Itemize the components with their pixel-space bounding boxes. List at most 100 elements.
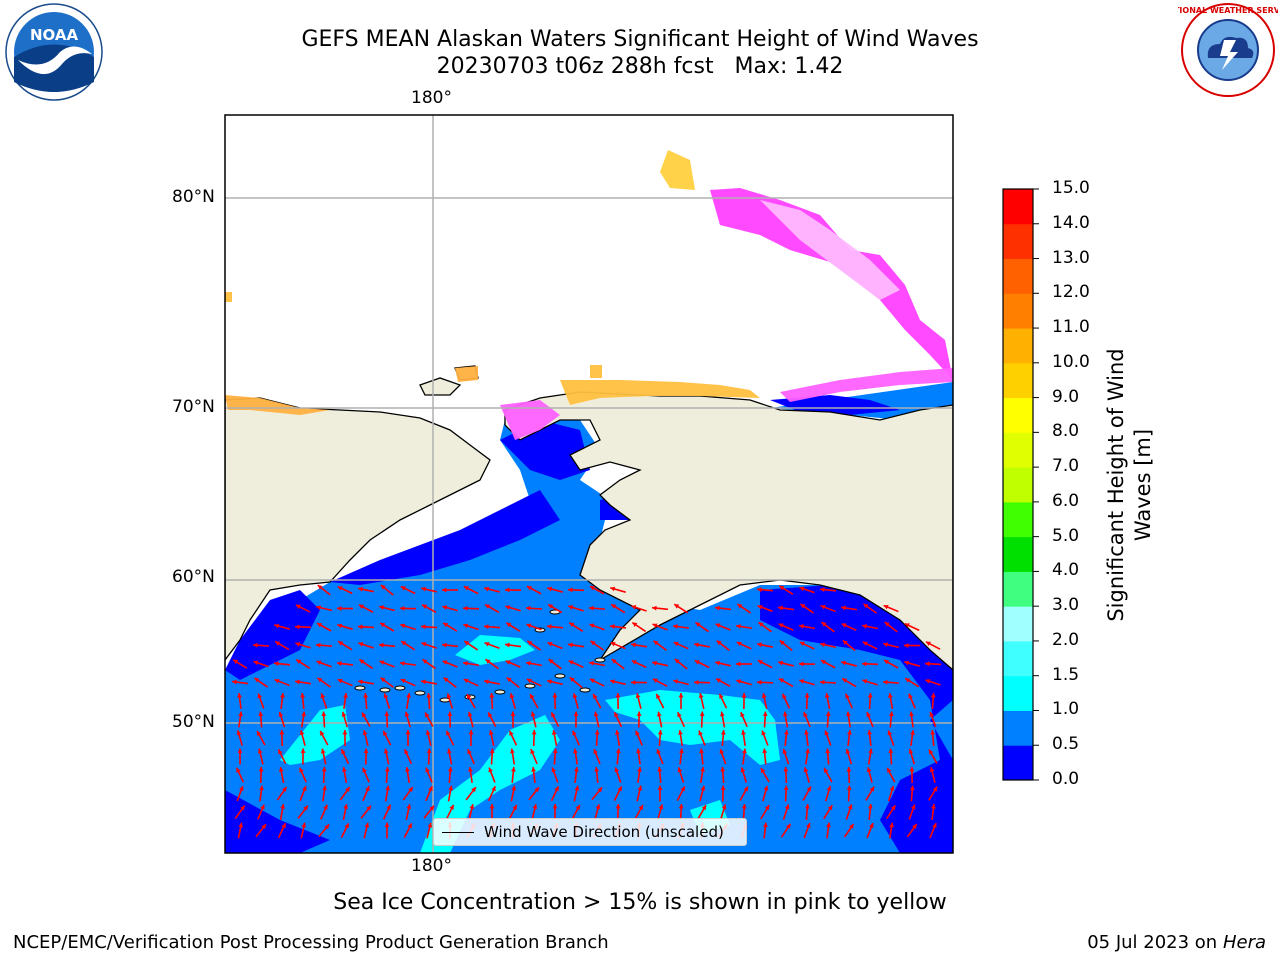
wave-arrow-153 — [400, 678, 416, 687]
wave-arrow-160 — [547, 679, 563, 686]
wave-arrow-90 — [504, 642, 522, 648]
noaa-logo: NOAA — [5, 3, 103, 101]
wave-arrow-259 — [488, 730, 495, 746]
wave-arrow-105 — [820, 642, 836, 649]
wave-arrow-307 — [782, 748, 790, 765]
wave-arrow-147 — [274, 678, 290, 687]
wave-arrow-152 — [380, 677, 394, 688]
wave-arrow-59 — [526, 623, 542, 631]
sea-ice-patch-0 — [660, 150, 695, 190]
wave-arrow-182 — [300, 692, 306, 710]
colorbar-segment-14 — [1003, 258, 1033, 294]
wave-arrow-53 — [400, 623, 416, 631]
wave-arrow-300 — [636, 748, 641, 765]
wave-arrow-78 — [252, 642, 270, 648]
wave-arrow-33 — [588, 605, 606, 611]
wave-arrow-97 — [653, 640, 667, 651]
wave-arrow-83 — [358, 642, 374, 649]
wave-arrow-304 — [719, 748, 727, 765]
wave-arrow-136 — [757, 659, 773, 669]
wave-arrow-100 — [716, 639, 730, 652]
wave-arrow-29 — [505, 605, 521, 612]
wave-arrow-219 — [361, 712, 371, 727]
wave-arrow-32 — [568, 605, 584, 612]
wave-arrow-142 — [883, 659, 899, 669]
colorbar-segment-12 — [1003, 328, 1033, 364]
wave-arrow-58 — [505, 622, 521, 632]
wave-arrow-185 — [363, 692, 369, 710]
wave-arrow-165 — [652, 678, 668, 687]
wave-arrow-157 — [484, 679, 500, 685]
wave-arrow-16 — [778, 585, 794, 595]
wave-arrow-174 — [841, 677, 857, 688]
wave-arrow-423 — [363, 822, 370, 839]
wave-arrow-247 — [236, 730, 243, 746]
colorbar-tick-label: 0.0 — [1052, 769, 1080, 789]
ocean-high-region-0 — [280, 705, 350, 765]
wave-arrow-87 — [441, 642, 459, 648]
wave-arrow-128 — [588, 660, 606, 667]
wave-arrow-130 — [631, 659, 647, 669]
wave-arrow-63 — [609, 624, 627, 629]
wave-arrow-199 — [655, 693, 665, 709]
wave-arrow-119 — [399, 661, 417, 666]
wave-arrow-222 — [424, 712, 434, 727]
sea-ice-patch-1 — [710, 188, 953, 380]
wave-arrow-2 — [358, 586, 374, 593]
wave-arrow-210 — [888, 692, 894, 710]
wave-arrow-137 — [778, 660, 794, 667]
wave-arrow-170 — [756, 679, 774, 685]
wave-arrow-317 — [278, 766, 285, 784]
wave-arrow-141 — [861, 661, 879, 667]
wave-arrow-65 — [652, 623, 668, 631]
noaa-logo-text: NOAA — [30, 26, 79, 44]
colorbar-tick-label: 7.0 — [1052, 456, 1080, 477]
wave-arrow-77 — [904, 622, 920, 632]
wave-arrow-30 — [525, 605, 543, 611]
wave-arrow-112 — [253, 660, 269, 668]
wave-arrow-232 — [636, 711, 642, 728]
wave-arrow-45 — [863, 603, 877, 614]
wave-arrow-3 — [380, 584, 394, 596]
wave-arrow-394 — [468, 804, 475, 820]
land-mass-2 — [419, 377, 462, 396]
wave-arrow-450 — [929, 822, 937, 839]
wave-arrow-71 — [778, 623, 794, 631]
wave-arrow-139 — [820, 659, 836, 669]
wave-arrow-75 — [861, 623, 879, 630]
wave-arrow-171 — [778, 677, 794, 688]
wave-arrow-15 — [756, 587, 774, 593]
wave-arrow-425 — [403, 823, 413, 838]
wave-arrow-295 — [530, 748, 538, 765]
footer-left: NCEP/EMC/Verification Post Processing Pr… — [13, 932, 609, 953]
aleutian-island-4 — [494, 689, 506, 695]
wave-arrow-243 — [866, 711, 874, 728]
wave-arrow-365 — [573, 785, 580, 802]
title-line-1: GEFS MEAN Alaskan Waters Significant Hei… — [301, 27, 979, 52]
wave-arrow-415 — [908, 804, 916, 820]
wave-arrow-61 — [568, 621, 584, 633]
wave-arrow-115 — [316, 660, 332, 668]
chart-title: GEFS MEAN Alaskan Waters Significant Hei… — [180, 26, 1100, 80]
colorbar-tick-label: 9.0 — [1052, 386, 1080, 407]
wave-arrow-290 — [426, 748, 432, 765]
wave-arrow-325 — [447, 766, 453, 784]
wave-arrow-367 — [613, 785, 623, 802]
wave-arrow-146 — [253, 677, 269, 688]
wave-arrow-297 — [573, 748, 578, 765]
wave-arrow-280 — [930, 729, 936, 747]
wave-arrow-449 — [906, 823, 918, 838]
wave-arrow-262 — [551, 729, 558, 747]
wave-arrow-385 — [279, 803, 285, 821]
wave-arrow-418 — [255, 823, 267, 838]
wave-arrow-95 — [610, 641, 626, 650]
wave-arrow-161 — [569, 676, 583, 689]
wave-arrow-82 — [337, 640, 353, 651]
wave-arrow-216 — [300, 711, 306, 728]
wave-arrow-356 — [384, 785, 390, 802]
wave-arrow-252 — [342, 729, 348, 747]
wave-arrow-203 — [741, 692, 747, 710]
wave-arrow-238 — [762, 711, 768, 728]
wave-arrow-231 — [613, 711, 623, 728]
wave-arrow-345 — [866, 767, 873, 783]
